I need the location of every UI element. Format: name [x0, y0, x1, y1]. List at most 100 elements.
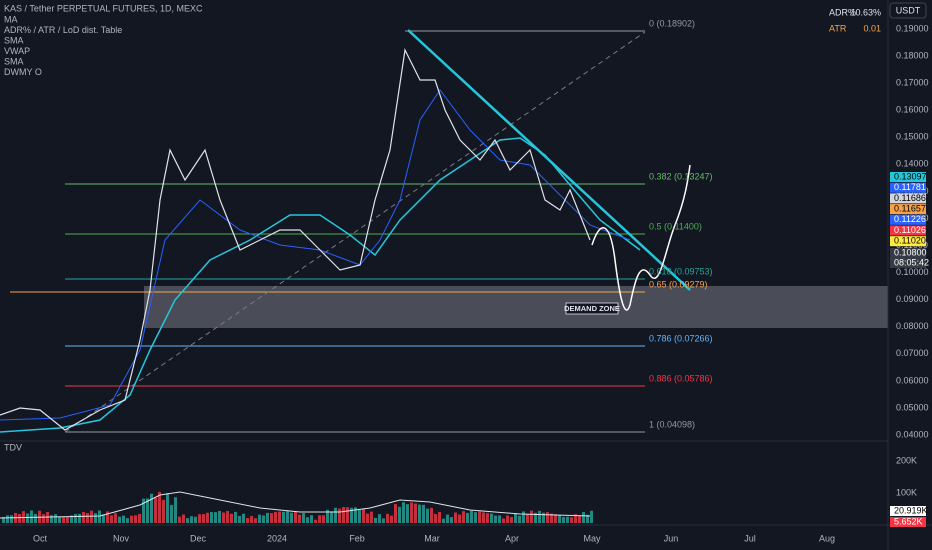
volume-bar — [126, 518, 129, 523]
volume-bar — [74, 514, 77, 523]
trend-dashed — [64, 31, 646, 433]
volume-bar — [470, 510, 473, 523]
volume-bars — [2, 491, 593, 523]
volume-bar — [530, 510, 533, 523]
volume-bar — [458, 514, 461, 523]
volume-tick: 100K — [896, 487, 917, 497]
demand-zone-label: DEMAND ZONE — [564, 304, 620, 313]
volume-bar — [466, 512, 469, 523]
volume-bar — [114, 513, 117, 523]
fib-label: 0.65 (0.09279) — [649, 279, 708, 289]
volume-bar — [198, 514, 201, 523]
currency-button[interactable] — [889, 2, 927, 19]
volume-bar — [366, 513, 369, 523]
volume-bar — [54, 514, 57, 523]
currency-label: USDT — [896, 5, 921, 15]
last-price: 0.10800 — [894, 247, 927, 257]
volume-bar — [178, 516, 181, 523]
volume-bar — [94, 513, 97, 523]
volume-bar — [318, 515, 321, 523]
price-tick: 0.19000 — [896, 23, 929, 33]
time-tick: Apr — [505, 533, 519, 543]
volume-bar — [570, 517, 573, 523]
volume-bar — [562, 516, 565, 523]
volume-title: TDV — [4, 442, 22, 452]
price-tick: 0.18000 — [896, 50, 929, 60]
volume-bar — [238, 515, 241, 523]
volume-bar — [250, 516, 253, 523]
volume-bar — [502, 518, 505, 523]
volume-bar — [118, 516, 121, 523]
volume-bar — [262, 515, 265, 523]
price-tick: 0.08000 — [896, 321, 929, 331]
volume-bar — [550, 513, 553, 523]
price-badge-label: 0.11226 — [894, 214, 926, 224]
volume-bar — [202, 514, 205, 523]
indicator-name: SMA — [4, 35, 24, 45]
volume-bar — [358, 510, 361, 523]
volume-bar — [498, 515, 501, 523]
price-badge — [890, 172, 926, 182]
volume-bar — [270, 513, 273, 523]
volume-bar — [302, 513, 305, 523]
time-tick: Mar — [424, 533, 440, 543]
price-badge-label: 0.13097 — [894, 171, 927, 181]
volume-bar — [10, 515, 13, 523]
volume-bar — [342, 506, 345, 523]
volume-bar — [122, 515, 125, 523]
volume-bar — [194, 516, 197, 523]
volume-bar — [330, 511, 333, 523]
volume-bar — [282, 511, 285, 523]
price-badge — [890, 225, 926, 236]
price-tick: 0.07000 — [896, 348, 929, 358]
price-tick: 0.14000 — [896, 159, 929, 169]
time-tick: Dec — [190, 533, 207, 543]
volume-bar — [246, 518, 249, 523]
volume-bar — [334, 507, 337, 523]
volume-bar — [130, 515, 133, 523]
volume-bar — [506, 515, 509, 523]
volume-bar — [58, 516, 61, 523]
volume-bar — [78, 513, 81, 523]
trendline — [407, 29, 691, 291]
volume-bar — [186, 518, 189, 523]
volume-bar — [102, 514, 105, 523]
volume-bar — [66, 516, 69, 523]
volume-bar — [170, 504, 173, 523]
volume-bar — [2, 516, 5, 523]
indicator-name: SMA — [4, 56, 24, 66]
volume-bar — [326, 509, 329, 523]
volume-bar — [110, 515, 113, 523]
volume-bar — [50, 515, 53, 523]
volume-bar — [454, 512, 457, 523]
volume-bar — [242, 513, 245, 523]
volume-bar — [274, 511, 277, 523]
stat-name: ADR% — [829, 7, 856, 17]
volume-badge — [890, 517, 926, 527]
price-badge-label: 0.11020 — [894, 236, 926, 246]
time-tick: 2024 — [267, 533, 287, 543]
volume-bar — [554, 514, 557, 523]
volume-bar — [566, 516, 569, 523]
volume-bar — [258, 514, 261, 523]
volume-bar — [518, 515, 521, 523]
volume-bar — [590, 510, 593, 523]
fib-label: 1 (0.04098) — [649, 419, 695, 429]
volume-bar — [494, 515, 497, 523]
countdown: 08:05:42 — [894, 257, 929, 267]
volume-bar — [542, 512, 545, 523]
volume-bar — [322, 515, 325, 523]
fib-label: 0.618 (0.09753) — [649, 266, 713, 276]
volume-bar — [86, 513, 89, 523]
volume-bar — [478, 511, 481, 523]
price-badge — [890, 182, 926, 193]
time-tick: Aug — [819, 533, 835, 543]
volume-bar — [182, 514, 185, 523]
volume-bar — [26, 513, 29, 523]
volume-bar — [90, 510, 93, 523]
fib-label: 0.786 (0.07266) — [649, 333, 713, 343]
price-line — [0, 48, 591, 431]
fib-label: 0 (0.18902) — [649, 18, 695, 28]
volume-bar — [538, 510, 541, 523]
last-price-badge — [890, 248, 926, 268]
